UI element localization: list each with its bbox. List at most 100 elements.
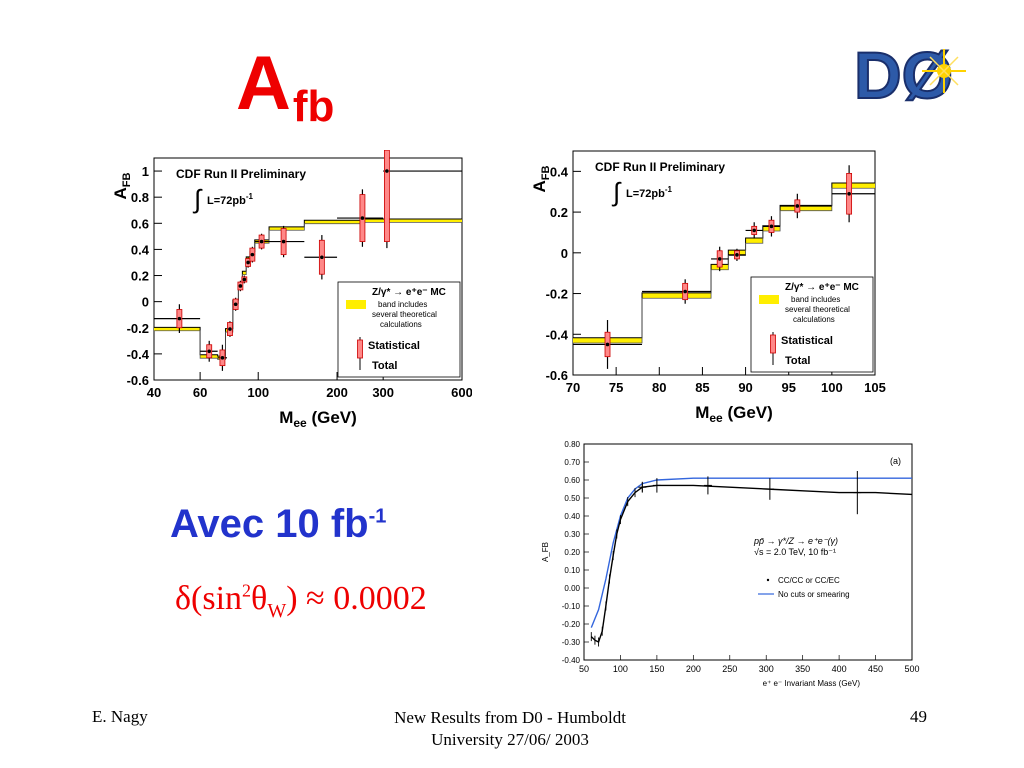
avec-text: Avec 10 fb-1 — [170, 502, 386, 547]
logo-text: DØ — [854, 38, 953, 112]
stat-error-box — [383, 150, 390, 242]
point-marker — [683, 289, 687, 294]
theory-step-lower — [573, 187, 875, 344]
y-tick-label: 0.4 — [131, 242, 150, 257]
x-tick-label: 80 — [652, 380, 666, 395]
x-tick-label: 90 — [738, 380, 752, 395]
x-tick-label: 450 — [868, 664, 883, 674]
legend-total: Total — [785, 355, 810, 367]
point-marker — [735, 253, 739, 257]
y-tick-label: -0.2 — [546, 287, 568, 302]
slide-title: Afb — [236, 40, 334, 132]
legend-stat-box — [357, 339, 363, 359]
chart-afb-full-mass: -0.6 -0.4 -0.2 0 0.2 0.4 0.6 0.8 1 40 60 100 200 300 6… — [112, 150, 472, 430]
data-point — [227, 321, 233, 337]
data-point — [642, 279, 712, 304]
legend-stat: Statistical — [781, 335, 833, 347]
y-tick-label: 0.2 — [131, 269, 149, 284]
x-tick-label: 95 — [781, 380, 795, 395]
error-point — [703, 476, 712, 495]
y-tick-label: -0.20 — [562, 620, 581, 629]
legend-mc: Z/γ* → e⁺e⁻ MC — [785, 282, 859, 293]
legend-mc: Z/γ* → e⁺e⁻ MC — [372, 287, 446, 298]
data-point — [245, 257, 252, 268]
legend-stat: Statistical — [368, 340, 420, 352]
x-tick-label: 60 — [193, 385, 207, 400]
x-axis-label: Mee (GeV) — [695, 403, 773, 425]
footer-center: New Results from D0 - Humboldt Universit… — [330, 707, 690, 751]
data-point — [337, 189, 384, 247]
point-marker — [752, 228, 756, 233]
x-tick-label: 75 — [609, 380, 623, 395]
y-tick-label: 0.10 — [564, 566, 580, 575]
data-point — [304, 235, 338, 280]
series-line — [590, 484, 913, 643]
legend-band-swatch — [346, 300, 366, 309]
y-tick-label: 0.40 — [564, 512, 580, 521]
x-tick-label: 600 — [451, 385, 472, 400]
legend-band2: several theoretical — [372, 310, 437, 319]
footer-line1: New Results from D0 - Humboldt — [394, 708, 626, 727]
x-tick-label: 100 — [821, 380, 843, 395]
point-marker — [220, 356, 225, 360]
band-segment — [642, 292, 712, 299]
legend-band-swatch — [759, 295, 779, 304]
x-tick-label: 250 — [722, 664, 737, 674]
point-marker — [360, 216, 365, 220]
x-tick-label: 200 — [686, 664, 701, 674]
error-point — [853, 471, 862, 515]
legend-series2: No cuts or smearing — [778, 590, 850, 599]
x-tick-label: 100 — [247, 385, 269, 400]
formula-sup: 2 — [242, 580, 252, 601]
point-marker — [238, 284, 243, 288]
chart-tag: (a) — [890, 456, 901, 466]
y-tick-label: -0.4 — [546, 327, 569, 342]
point-marker — [281, 239, 286, 244]
y-tick-label: 0.60 — [564, 476, 580, 485]
point-marker — [605, 342, 610, 347]
point-marker — [177, 316, 182, 321]
band-segment — [745, 237, 763, 244]
x-tick-label: 100 — [613, 664, 628, 674]
band-segment — [780, 205, 832, 211]
legend-band1: band includes — [378, 300, 427, 309]
y-tick-label: -0.6 — [127, 373, 149, 388]
legend-total: Total — [372, 360, 397, 372]
point-marker — [795, 204, 800, 208]
y-tick-label: 0.70 — [564, 458, 580, 467]
lumi-label: L=72pb-1 — [626, 185, 672, 200]
legend-title2: √s = 2.0 TeV, 10 fb⁻¹ — [754, 547, 836, 557]
title-sub: fb — [292, 82, 335, 131]
y-axis-label: A_FB — [541, 542, 550, 562]
chart-afb-z-pole: -0.6 -0.4 -0.2 0 0.2 0.4 70 75 80 85 90 95 100 105 Mee… — [530, 150, 886, 425]
chart-afb-prediction: -0.40 -0.30 -0.20 -0.10 0.00 0.10 0.20 0.30 0.40… — [541, 440, 920, 688]
y-axis-label: AFB — [530, 165, 552, 192]
y-tick-label: 0.2 — [550, 205, 568, 220]
theory-step-lower — [154, 221, 462, 360]
formula-a: δ(sin — [175, 580, 243, 617]
data-point — [232, 297, 239, 311]
point-marker — [228, 327, 232, 331]
legend-marker — [766, 578, 770, 582]
y-tick-label: 0.20 — [564, 548, 580, 557]
legend-band2: several theoretical — [785, 305, 850, 314]
y-tick-label: 0.4 — [550, 164, 569, 179]
point-marker — [233, 302, 238, 307]
legend-band3: calculations — [793, 315, 835, 324]
point-marker — [769, 224, 774, 229]
avec-sup: -1 — [368, 505, 387, 528]
legend-band1: band includes — [791, 295, 840, 304]
y-tick-label: 0.80 — [564, 440, 580, 449]
point-marker — [250, 252, 255, 257]
point-marker — [207, 349, 212, 354]
data-point — [249, 246, 256, 263]
error-point — [652, 478, 661, 493]
y-tick-label: -0.10 — [562, 602, 581, 611]
x-tick-label: 50 — [579, 664, 589, 674]
integral-sign: ∫ — [611, 177, 622, 207]
x-tick-label: 70 — [566, 380, 580, 395]
legend-title1: pp̄ → γ*/Z → e⁺e⁻(γ) — [753, 536, 838, 546]
data-point — [762, 216, 781, 237]
